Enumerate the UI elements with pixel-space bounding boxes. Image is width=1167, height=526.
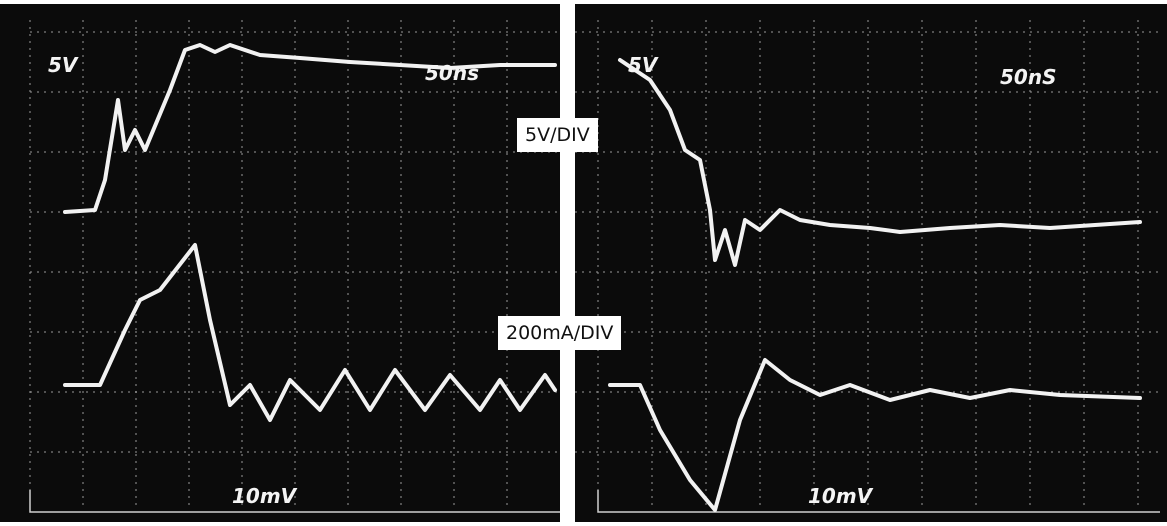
left-screen (0, 4, 560, 522)
right-frame (597, 490, 1160, 513)
current-scale-callout: 200mA/DIV (498, 316, 622, 350)
right-bottom-label: 10mV (808, 484, 874, 508)
right-time-label: 50nS (1000, 65, 1056, 89)
left-time-label: 50ns (425, 61, 479, 85)
voltage-scale-callout: 5V/DIV (517, 118, 598, 152)
right-screen (575, 4, 1167, 522)
right-current-trace (608, 358, 1142, 512)
left-voltage-trace (63, 43, 557, 214)
right-grid (575, 20, 1160, 510)
right-voltage-trace (618, 58, 1142, 267)
left-frame (29, 490, 560, 513)
right-volts-label: 5V (628, 53, 659, 77)
left-grid (29, 20, 560, 510)
left-current-trace (63, 243, 557, 422)
left-volts-label: 5V (48, 53, 79, 77)
left-bottom-label: 10mV (232, 484, 298, 508)
